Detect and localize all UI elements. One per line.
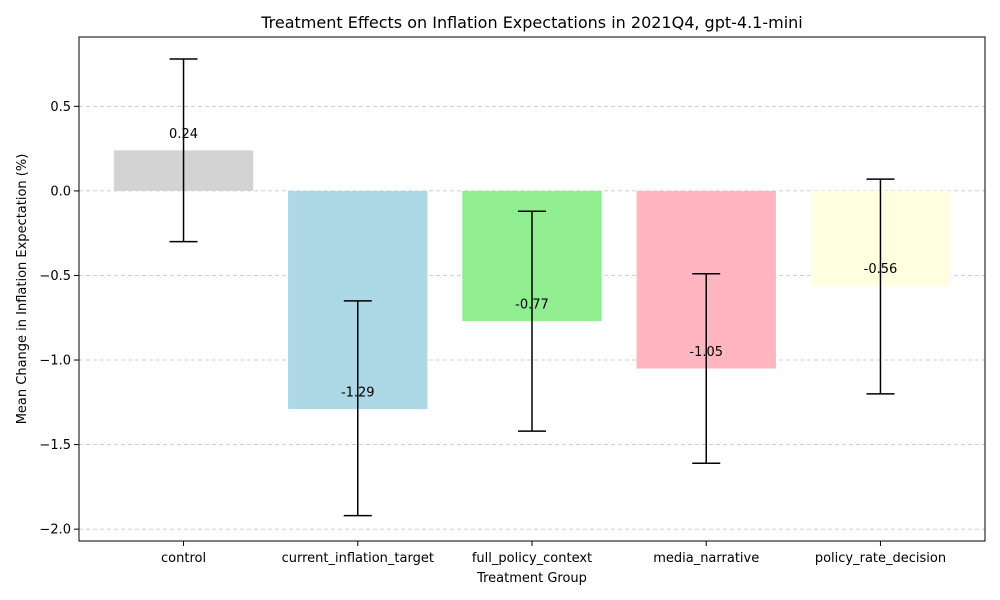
y-axis-label: Mean Change in Inflation Expectation (%)	[15, 154, 30, 425]
error-bars	[169, 58, 895, 517]
value-label-control: 0.24	[169, 127, 198, 142]
x-axis-label: Treatment Group	[476, 571, 587, 586]
value-label-media_narrative: -1.05	[689, 345, 723, 360]
y-tick-label: 0.0	[50, 184, 71, 199]
value-label-policy_rate_decision: -0.56	[864, 262, 898, 277]
y-tick-label: −2.0	[39, 523, 71, 538]
value-label-full_policy_context: -0.77	[515, 298, 549, 313]
x-tick-label: policy_rate_decision	[815, 551, 946, 566]
y-tick-label: −0.5	[39, 269, 71, 284]
x-tick-label: control	[161, 551, 206, 566]
x-axis-ticks: control current_inflation_target full_poli…	[161, 541, 946, 566]
chart-title: Treatment Effects on Inflation Expectati…	[260, 13, 803, 32]
y-axis-ticks: 0.5 0.0 −0.5 −1.0 −1.5 −2.0	[39, 100, 79, 538]
x-tick-label: full_policy_context	[472, 551, 592, 566]
data-labels: 0.24 -1.29 -0.77 -1.05 -0.56	[169, 127, 897, 401]
x-tick-label: current_inflation_target	[282, 551, 434, 566]
y-tick-label: 0.5	[50, 100, 71, 115]
value-label-current_inflation_target: -1.29	[341, 386, 375, 401]
y-tick-label: −1.5	[39, 438, 71, 453]
x-tick-label: media_narrative	[653, 551, 759, 566]
y-tick-label: −1.0	[39, 354, 71, 369]
